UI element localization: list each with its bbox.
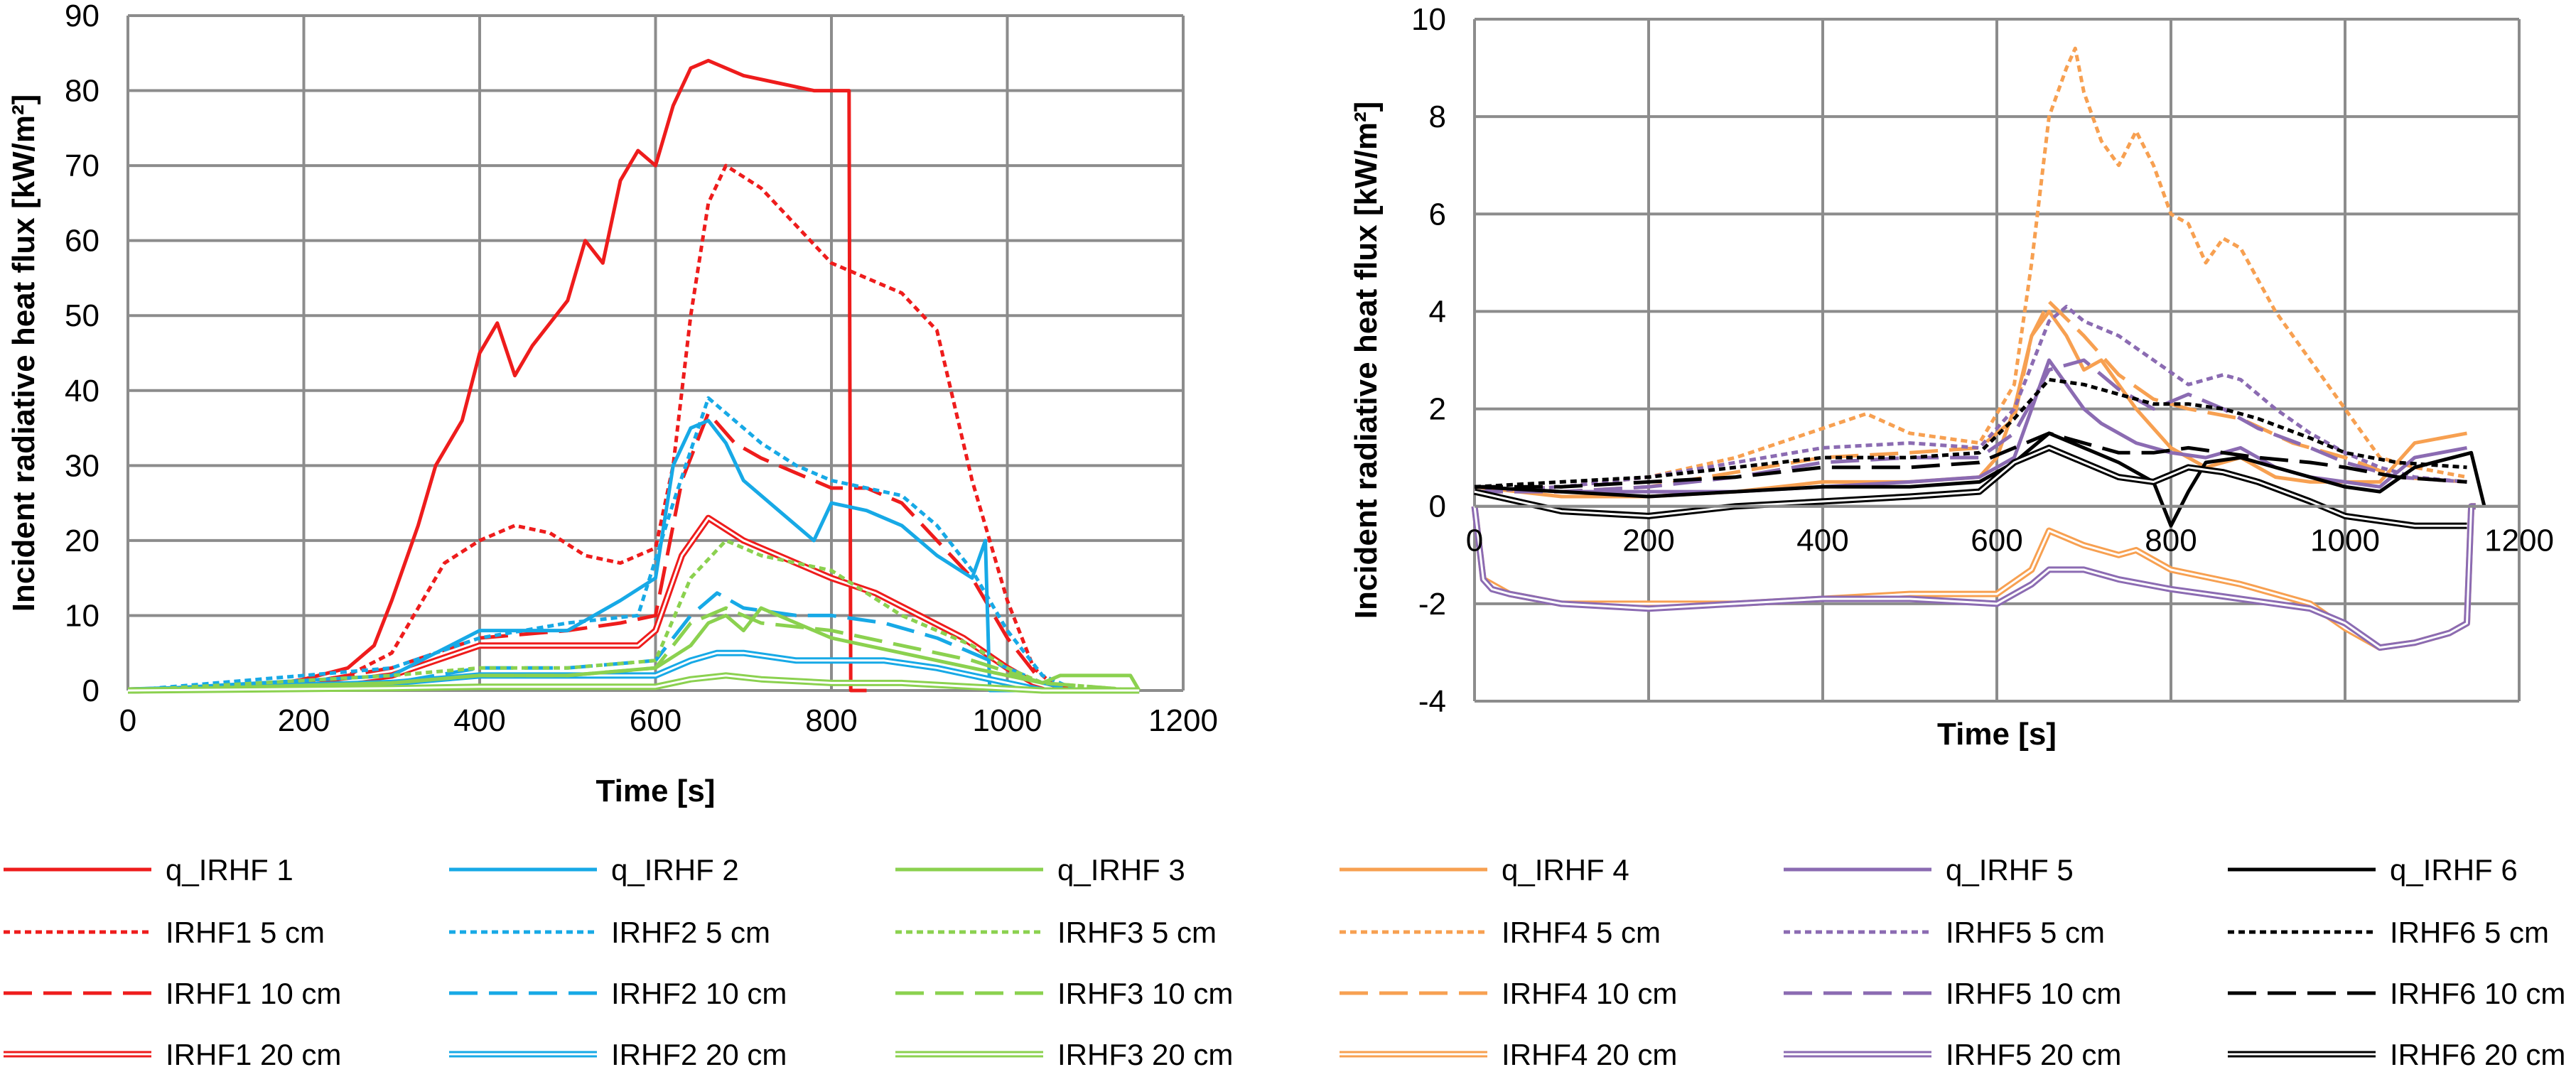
legend-entry-label: IRHF1 20 cm	[166, 1038, 341, 1067]
legend-entry-label: IRHF4 10 cm	[1502, 977, 1677, 1010]
series-line	[127, 418, 1140, 693]
y-tick-label: 70	[65, 148, 99, 183]
y-tick-label: 10	[65, 598, 99, 633]
legend-entry-label: IRHF4 20 cm	[1502, 1038, 1677, 1067]
series-line	[1475, 431, 2467, 489]
y-tick-label: 20	[65, 524, 99, 558]
left-chart: 0 200 400 600 800 1000 1200 0 10 20 30 40 50 60 70 80 90…	[6, 0, 1218, 808]
x-tick-label: 1000	[2310, 524, 2380, 558]
legend-entry-label: IRHF5 20 cm	[1946, 1038, 2121, 1067]
x-tick-label: 1200	[1148, 703, 1218, 738]
x-tick-label: 200	[278, 703, 330, 738]
y-tick-label: 80	[65, 74, 99, 109]
series-line	[1475, 358, 2467, 494]
series-line	[1474, 431, 2486, 528]
x-tick-label: 800	[2145, 524, 2197, 558]
y-tick-label: 4	[1429, 294, 1446, 329]
legend-entry-label: q_IRHF 3	[1057, 853, 1185, 887]
legend-entry-label: IRHF6 20 cm	[2390, 1038, 2565, 1067]
y-tick-label: 2	[1429, 392, 1446, 427]
y-tick-label: -2	[1418, 587, 1446, 622]
y-tick-label: 10	[1411, 2, 1446, 37]
legend-entry-label: IRHF6 10 cm	[2390, 977, 2565, 1010]
y-tick-label: 30	[65, 448, 99, 483]
series-line	[127, 411, 1140, 693]
right-chart: 0 200 400 600 800 1000 1200 -4 -2 0 2 4 6 8 10 Time [s]…	[1349, 2, 2554, 752]
legend-entry-label: IRHF6 5 cm	[2390, 916, 2549, 949]
legend-entry-label: q_IRHF 2	[611, 853, 739, 887]
x-axis-title: Time [s]	[596, 774, 716, 808]
x-tick-label: 0	[1466, 524, 1483, 558]
y-tick-label: 90	[65, 0, 99, 33]
y-tick-label: 50	[65, 298, 99, 333]
legend-entry-label: q_IRHF 6	[2390, 853, 2518, 887]
series-line	[1474, 358, 2467, 494]
series-line	[1474, 377, 2467, 489]
series-line-inner	[1474, 446, 2467, 527]
x-axis-title: Time [s]	[1937, 717, 2057, 752]
legend-entry-label: IRHF1 5 cm	[166, 916, 325, 949]
series-line	[127, 606, 1140, 693]
x-tick-label: 200	[1622, 524, 1674, 558]
legend-entry-label: IRHF3 5 cm	[1057, 916, 1217, 949]
series-line	[1474, 46, 2467, 494]
y-tick-label: 6	[1429, 197, 1446, 232]
legend-entry-label: IRHF5 5 cm	[1946, 916, 2105, 949]
legend-entry-label: q_IRHF 5	[1946, 853, 2074, 887]
series-line	[1474, 305, 2467, 494]
x-tick-label: 0	[119, 703, 136, 738]
legend-entry-label: IRHF3 20 cm	[1057, 1038, 1233, 1067]
y-tick-label: 0	[82, 673, 99, 708]
series-line	[127, 396, 1140, 693]
series-line-inner	[1473, 505, 2476, 649]
x-tick-label: 800	[805, 703, 857, 738]
y-tick-label: -4	[1418, 684, 1446, 719]
y-tick-label: 60	[65, 224, 99, 259]
x-tick-label: 400	[1796, 524, 1848, 558]
y-tick-label: 0	[1429, 489, 1446, 524]
legend: q_IRHF 1 IRHF1 5 cm IRHF1 10 cm IRHF1 20 cm…	[4, 853, 2565, 1067]
legend-entry-label: IRHF2 20 cm	[611, 1038, 787, 1067]
x-tick-label: 1000	[973, 703, 1042, 738]
legend-entry-label: IRHF2 5 cm	[611, 916, 770, 949]
series-line	[1474, 309, 2467, 499]
legend-entry-label: q_IRHF 1	[166, 853, 293, 887]
y-axis-title: Incident radiative heat flux [kW/m²]	[1349, 102, 1384, 619]
x-tick-label: 600	[630, 703, 681, 738]
x-tick-label: 400	[453, 703, 505, 738]
series-line	[127, 58, 867, 693]
x-tick-label: 600	[1971, 524, 2022, 558]
legend-entry-label: q_IRHF 4	[1502, 853, 1629, 887]
legend-entry-label: IRHF3 10 cm	[1057, 977, 1233, 1010]
legend-entry-label: IRHF4 5 cm	[1502, 916, 1661, 949]
series-line-inner	[127, 674, 1140, 692]
y-tick-label: 8	[1429, 99, 1446, 134]
x-tick-label: 1200	[2484, 524, 2554, 558]
series-line	[127, 538, 1140, 693]
legend-entry-label: IRHF2 10 cm	[611, 977, 787, 1010]
legend-entry-label: IRHF5 10 cm	[1946, 977, 2121, 1010]
y-tick-label: 40	[65, 374, 99, 408]
y-axis-title: Incident radiative heat flux [kW/m²]	[6, 94, 41, 612]
legend-entry-label: IRHF1 10 cm	[166, 977, 341, 1010]
